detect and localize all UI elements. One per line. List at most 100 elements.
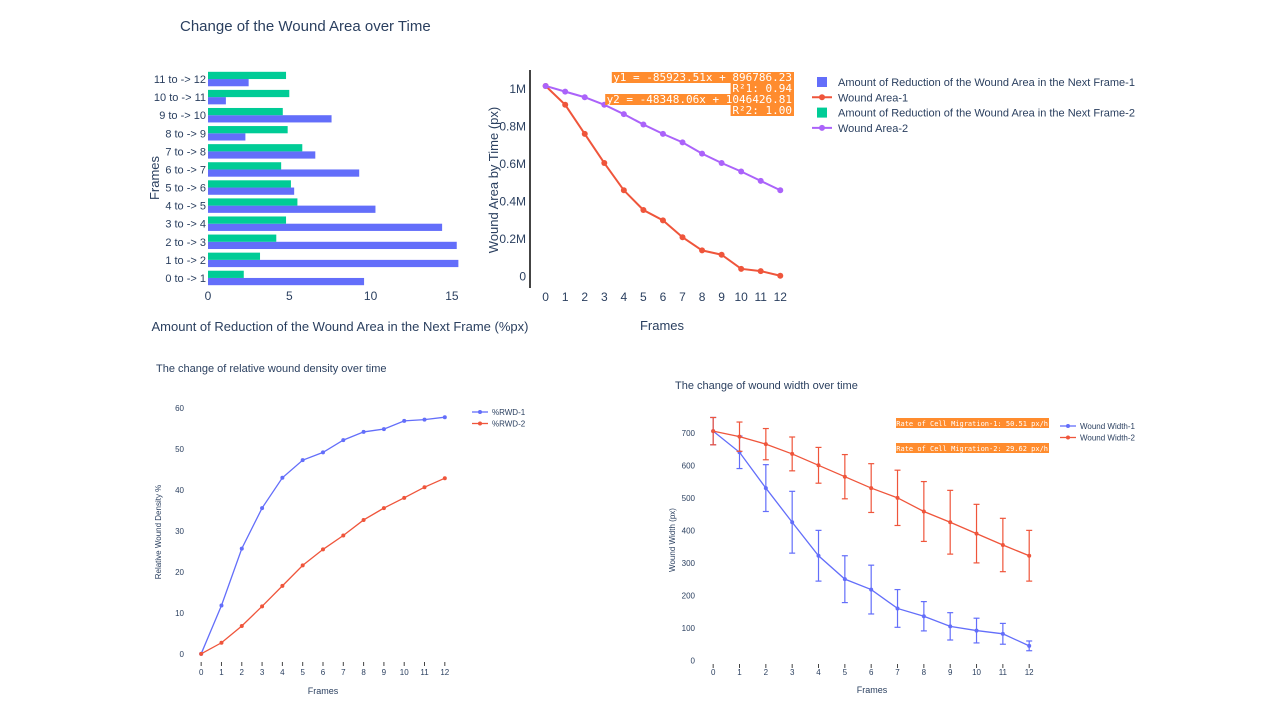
x-tick-label: 11 [420, 668, 429, 677]
point-rwd-2-0 [199, 651, 204, 656]
point-rwd-1-8 [361, 429, 366, 434]
point-rwd-1-12 [442, 415, 447, 420]
point-wound-width-2-9 [948, 520, 953, 525]
y-tick-label: 3 to -> 4 [165, 219, 206, 231]
chart-title: The change of relative wound density ove… [156, 363, 387, 375]
x-tick-label: 9 [718, 290, 725, 304]
bar-amount-of-reduction-of-the-wound-area-in-the-next-frame-1-9 [208, 115, 332, 123]
point-rwd-1-3 [260, 506, 265, 511]
point-wound-area-1-6 [659, 217, 666, 224]
point-rwd-1-5 [300, 458, 305, 463]
y-tick-label: 700 [682, 429, 696, 438]
x-tick-label: 2 [764, 668, 769, 677]
point-wound-width-1-3 [790, 520, 795, 525]
x-tick-label: 8 [922, 668, 927, 677]
y-tick-label: 0 [519, 270, 526, 284]
point-rwd-2-12 [442, 476, 447, 481]
x-tick-label: 5 [300, 668, 305, 677]
x-axis-label: Frames [857, 685, 888, 695]
y-tick-label: 10 [175, 609, 184, 618]
x-tick-label: 10 [972, 668, 981, 677]
legend-swatch-amount-of-reduction-of-the-wound-area-in-the-next-frame-2 [817, 107, 827, 118]
bar-amount-of-reduction-of-the-wound-area-in-the-next-frame-2-2 [208, 234, 277, 242]
y-tick-label: 6 to -> 7 [165, 164, 206, 176]
x-tick-label: 10 [364, 289, 378, 303]
annotation-text: y1 = -85923.51x + 896786.23 [613, 71, 792, 84]
y-axis-label: Frames [147, 155, 162, 200]
annotation-text: Rate of Cell Migration-2: 29.62 px/h [896, 445, 1048, 453]
bar-amount-of-reduction-of-the-wound-area-in-the-next-frame-1-6 [208, 169, 360, 177]
point-wound-width-1-7 [895, 606, 900, 611]
point-rwd-2-10 [402, 495, 407, 500]
point-wound-area-2-12 [777, 187, 784, 194]
y-tick-label: 50 [175, 445, 184, 454]
x-tick-label: 4 [621, 290, 628, 304]
point-wound-width-2-3 [790, 451, 795, 456]
y-tick-label: 0 [180, 650, 185, 659]
point-wound-area-1-5 [640, 207, 647, 214]
point-wound-area-2-8 [699, 150, 706, 157]
legend-marker-wound-width-1 [1066, 424, 1070, 428]
y-axis-label: Relative Wound Density % [154, 485, 163, 580]
x-tick-label: 5 [286, 289, 293, 303]
chart-title: The change of wound width over time [675, 380, 858, 392]
bar-amount-of-reduction-of-the-wound-area-in-the-next-frame-1-2 [208, 241, 457, 250]
y-tick-label: 0 [691, 656, 696, 665]
bar-amount-of-reduction-of-the-wound-area-in-the-next-frame-2-10 [208, 89, 290, 98]
point-wound-area-2-6 [659, 130, 666, 137]
legend-label: Wound Area-1 [838, 92, 908, 104]
point-wound-area-1-11 [757, 268, 764, 275]
point-rwd-2-3 [260, 604, 265, 609]
point-wound-width-2-10 [974, 531, 979, 536]
point-rwd-1-9 [381, 427, 386, 432]
point-wound-width-2-4 [816, 463, 821, 468]
x-tick-label: 5 [843, 668, 848, 677]
bar-amount-of-reduction-of-the-wound-area-in-the-next-frame-2-8 [208, 126, 288, 134]
point-wound-width-1-9 [948, 624, 953, 629]
y-tick-label: 100 [682, 624, 696, 633]
annotation-text: R²2: 1.00 [732, 104, 792, 117]
x-tick-label: 4 [280, 668, 285, 677]
y-tick-label: 11 to -> 12 [154, 74, 206, 86]
bar-amount-of-reduction-of-the-wound-area-in-the-next-frame-1-0 [208, 277, 365, 286]
point-wound-area-1-1 [562, 101, 569, 108]
y-tick-label: 20 [175, 568, 184, 577]
x-axis-label: Frames [640, 318, 685, 333]
point-wound-width-2-2 [763, 442, 768, 447]
point-wound-area-2-5 [640, 121, 647, 128]
x-tick-label: 1 [219, 668, 224, 677]
x-tick-label: 7 [895, 668, 900, 677]
bar-amount-of-reduction-of-the-wound-area-in-the-next-frame-2-1 [208, 252, 261, 260]
point-rwd-2-11 [422, 485, 427, 490]
x-tick-label: 9 [948, 668, 953, 677]
bar-amount-of-reduction-of-the-wound-area-in-the-next-frame-1-10 [208, 97, 226, 105]
x-tick-label: 3 [790, 668, 795, 677]
point-wound-area-1-8 [699, 247, 706, 254]
point-wound-area-1-9 [718, 251, 725, 258]
legend-label: Amount of Reduction of the Wound Area in… [838, 108, 1135, 120]
x-tick-label: 0 [199, 668, 204, 677]
point-wound-area-2-11 [757, 177, 764, 184]
point-wound-area-2-7 [679, 139, 686, 146]
bar-amount-of-reduction-of-the-wound-area-in-the-next-frame-2-4 [208, 198, 298, 206]
y-tick-label: 0 to -> 1 [165, 273, 206, 285]
x-tick-label: 6 [869, 668, 874, 677]
annotation-bg [730, 105, 794, 116]
legend-label: Wound Area-2 [838, 123, 908, 135]
y-tick-label: 500 [682, 494, 696, 503]
y-tick-label: 0.6M [499, 157, 526, 171]
point-rwd-2-5 [300, 563, 305, 568]
legend-label: Wound Width-1 [1080, 422, 1136, 431]
annotation-bg [611, 72, 794, 83]
x-tick-label: 4 [816, 668, 821, 677]
point-wound-area-1-2 [581, 130, 588, 137]
bar-amount-of-reduction-of-the-wound-area-in-the-next-frame-1-5 [208, 187, 295, 195]
x-tick-label: 7 [679, 290, 686, 304]
point-wound-area-1-10 [738, 265, 745, 272]
y-tick-label: 1M [509, 82, 526, 96]
x-tick-label: 0 [711, 668, 716, 677]
point-rwd-2-2 [239, 623, 244, 628]
point-wound-area-1-4 [620, 187, 627, 194]
